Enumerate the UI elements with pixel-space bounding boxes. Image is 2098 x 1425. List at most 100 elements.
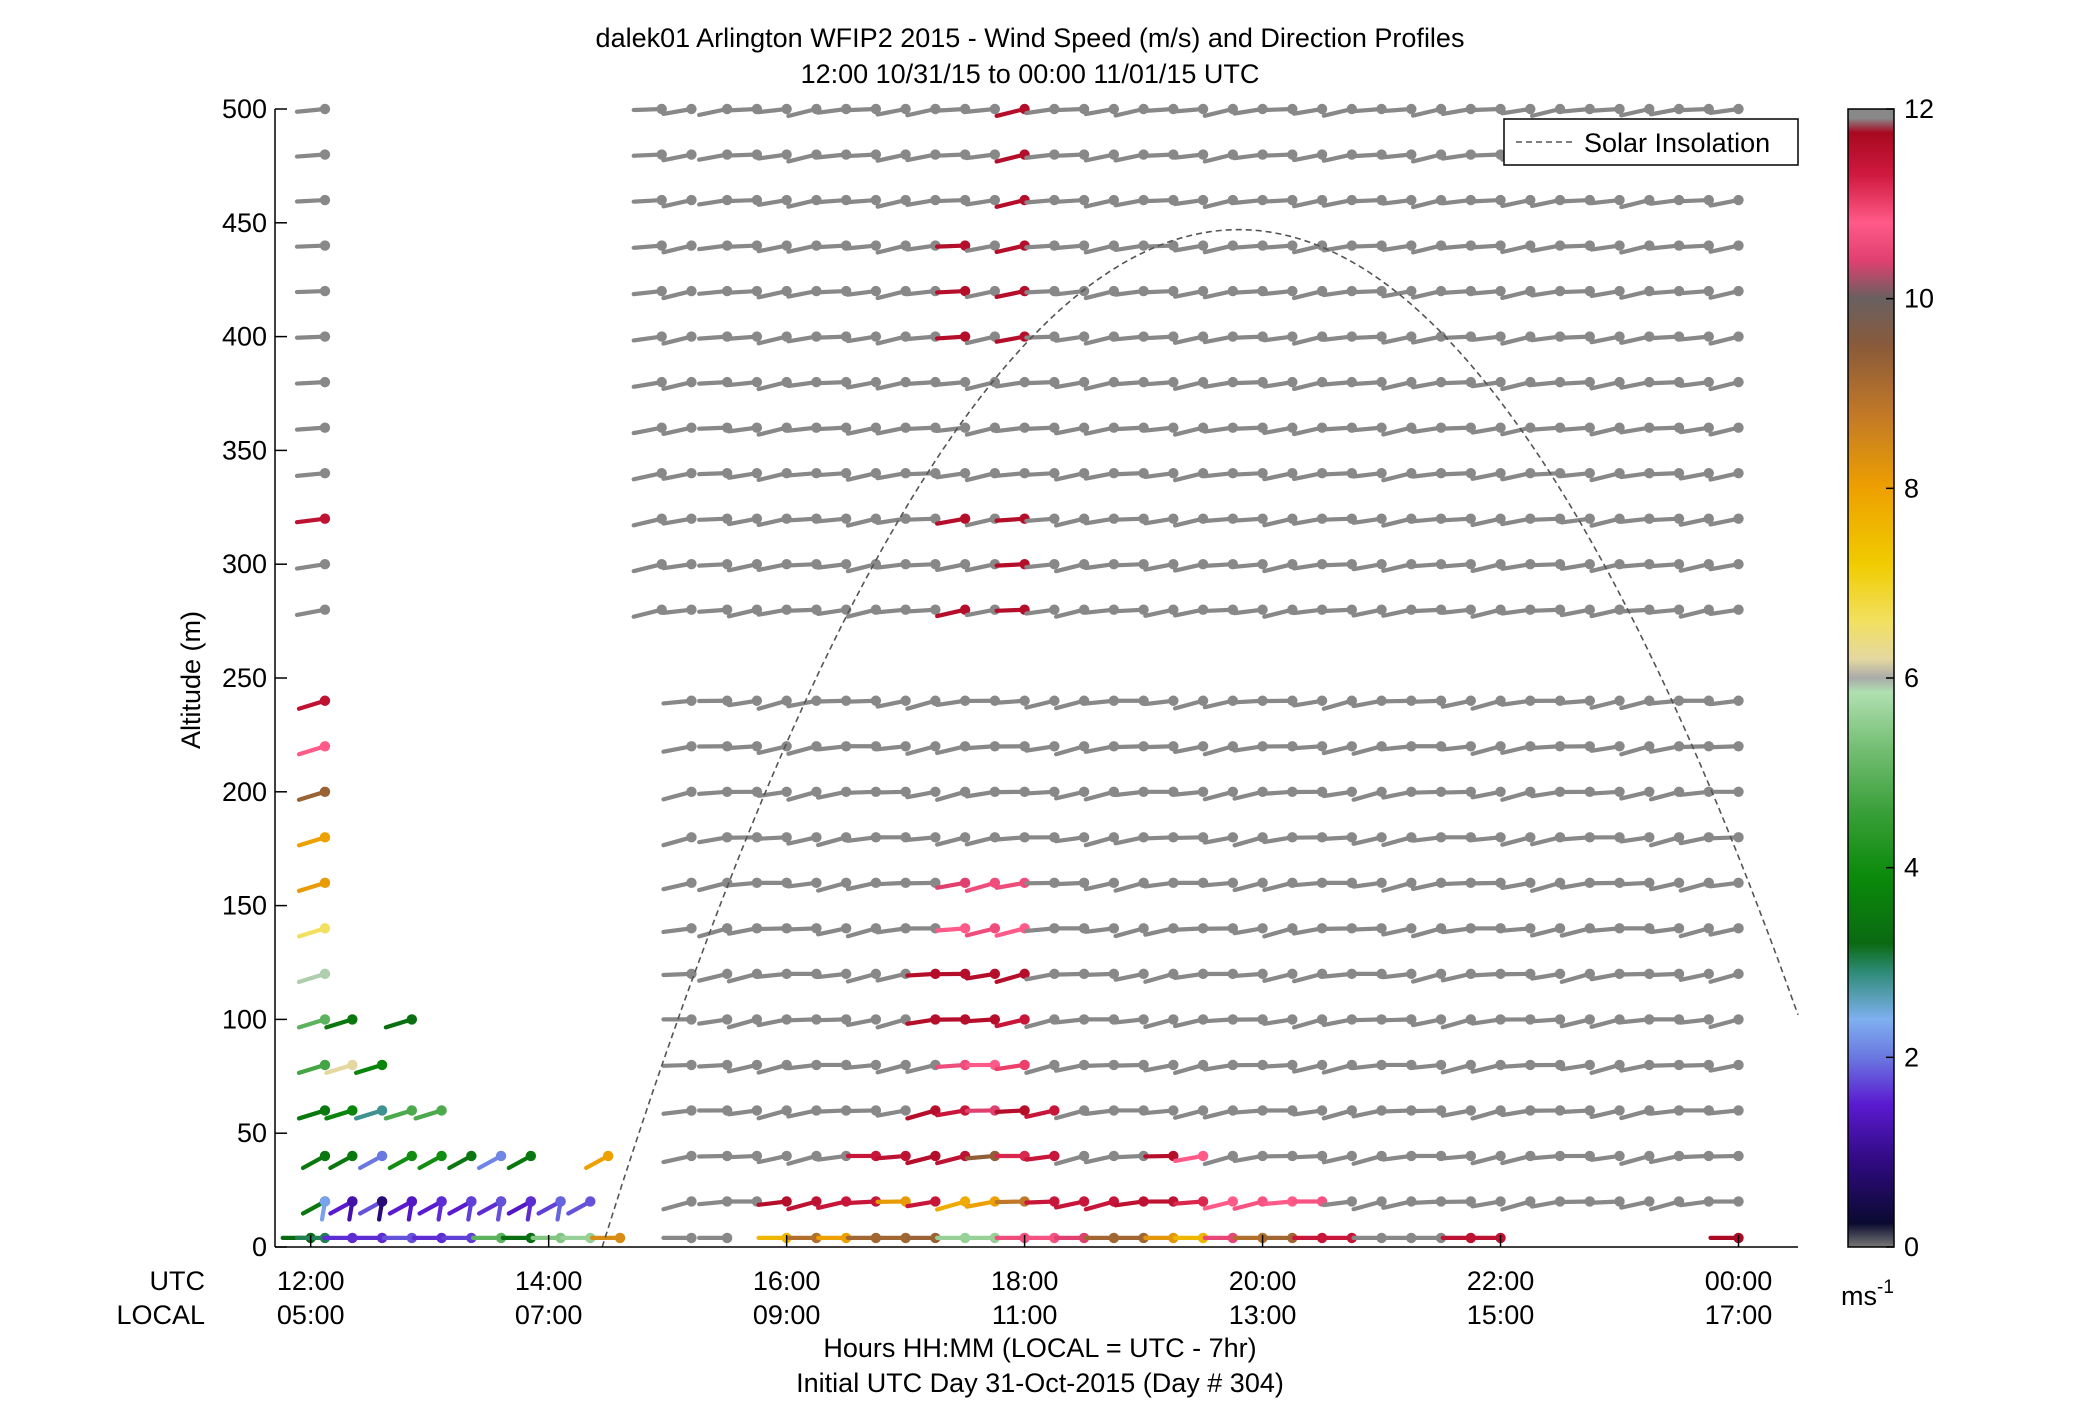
barb-head [525, 1196, 537, 1207]
upper-barb [845, 285, 882, 297]
barb-head [900, 1150, 911, 1162]
upper-barb [1053, 103, 1090, 115]
barb-head [1316, 1059, 1328, 1071]
barb-head [1108, 103, 1120, 115]
upper-barb [1172, 194, 1209, 207]
barb-head [1614, 1150, 1625, 1162]
barb-head [347, 1150, 358, 1162]
upper-barb [1262, 513, 1298, 528]
upper-barb [1232, 467, 1268, 479]
upper-barb [905, 559, 941, 570]
solar-insolation-curve [601, 228, 1799, 1248]
mid-barb [935, 877, 971, 890]
upper-barb [1351, 513, 1387, 525]
barb-head [781, 194, 792, 206]
barb-head [751, 467, 763, 479]
mid-barb [1291, 1059, 1328, 1074]
mid-barb [1202, 1196, 1239, 1211]
barb-head [1644, 1150, 1655, 1162]
mid-barb [1381, 968, 1417, 980]
barb-head [959, 422, 971, 433]
upper-barb [1143, 559, 1179, 572]
chart-title: dalek01 Arlington WFIP2 2015 - Wind Spee… [596, 23, 1465, 53]
barb-head [959, 923, 971, 934]
barb-head [1049, 1150, 1060, 1162]
mid-barb [964, 923, 1001, 938]
barb-head [1703, 968, 1714, 980]
mid-barb [1589, 1150, 1625, 1162]
upper-barb [1708, 194, 1744, 208]
upper-barb [1708, 422, 1744, 437]
barb-head [840, 376, 852, 388]
barb-head [406, 1196, 418, 1207]
mid-barb [1262, 1059, 1298, 1071]
low-barb [296, 1059, 331, 1076]
barb-head [1703, 559, 1714, 570]
barb-head [751, 240, 763, 251]
colorbar-tick-label: 8 [1904, 473, 1919, 503]
upper-barb [1024, 422, 1060, 433]
barb-head [1287, 285, 1298, 297]
mid-barb [1500, 923, 1536, 934]
barb-head [1197, 786, 1209, 797]
upper-barb [1291, 149, 1328, 163]
upper-barb [1470, 513, 1506, 528]
barb-head [376, 1105, 388, 1116]
upper-barb [935, 559, 971, 573]
mid-barb [1172, 1105, 1209, 1120]
mid-barb [1708, 1196, 1744, 1207]
barb-head [870, 1105, 882, 1116]
barb-head [900, 1105, 911, 1116]
barb-head [1078, 741, 1090, 752]
barb-head [1495, 832, 1506, 843]
low-barb [353, 1105, 388, 1121]
barb-head [1376, 331, 1387, 342]
upper-barb [631, 103, 667, 115]
mid-barb [1291, 1150, 1328, 1162]
utc-tick-label: 16:00 [753, 1266, 821, 1296]
mid-barb [1529, 1014, 1566, 1025]
barb-head [347, 1105, 358, 1116]
low-barb [300, 1150, 331, 1171]
barb-head [656, 285, 667, 297]
upper-barb [935, 285, 971, 297]
mid-barb [726, 1059, 763, 1074]
low-barb [296, 877, 331, 893]
upper-barb [1053, 240, 1090, 251]
barb-head [870, 467, 882, 479]
mid-barb [875, 695, 911, 709]
barb-head [989, 103, 1001, 115]
upper-barb [661, 513, 697, 526]
upper-barb [1470, 240, 1506, 251]
mid-barb [1321, 786, 1358, 799]
upper-barb [631, 331, 667, 343]
barb-head [319, 422, 331, 433]
barb-head [959, 240, 971, 251]
barb-head [1168, 285, 1179, 297]
upper-barb [661, 285, 697, 301]
upper-barb [631, 149, 667, 160]
upper-barb [1143, 422, 1179, 433]
barb-head [1019, 1014, 1030, 1025]
upper-barb [845, 103, 882, 115]
upper-barb [964, 194, 1001, 207]
low-barb [296, 1105, 331, 1121]
upper-barb [845, 149, 882, 160]
barb-head [1078, 832, 1090, 843]
barb-head [1078, 285, 1090, 297]
mid-barb [661, 877, 697, 892]
barb-head [347, 1059, 358, 1071]
low-barb [495, 1196, 507, 1222]
barb-head [811, 786, 822, 797]
upper-barb [1708, 604, 1744, 617]
axes-layer: 0 50 100 150 200 250 300 350 400 450 500 12:00 14:00… [222, 94, 1798, 1330]
barb-head [656, 422, 667, 433]
low-barb [296, 832, 331, 848]
mid-barb [1083, 923, 1120, 934]
upper-barb [294, 103, 331, 115]
mid-barb [1619, 1196, 1655, 1210]
barb-head [436, 1196, 447, 1207]
mid-barb [1143, 1105, 1179, 1116]
barb-head [900, 149, 911, 160]
barb-head [1465, 467, 1476, 479]
